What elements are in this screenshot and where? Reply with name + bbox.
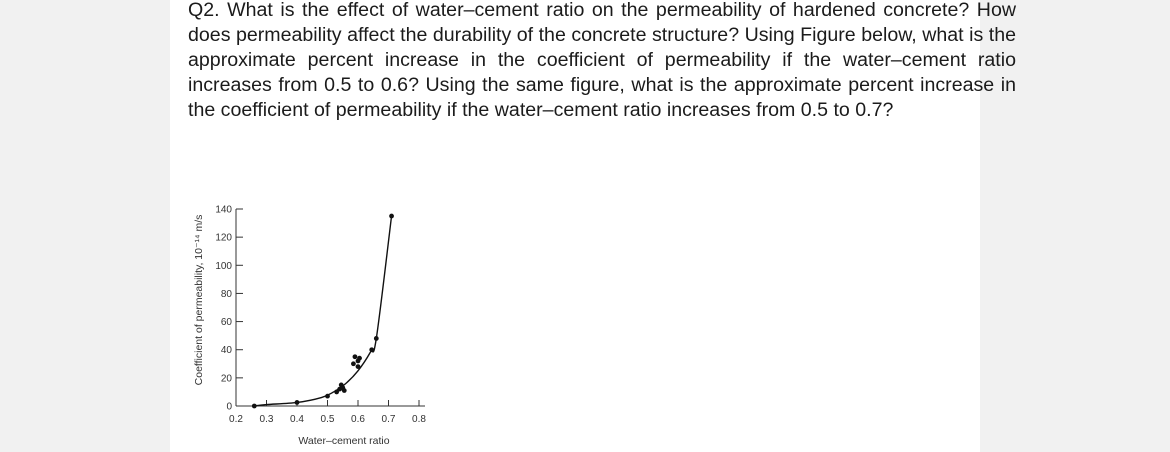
y-tick-label: 20 [221, 373, 233, 384]
data-point [251, 403, 257, 409]
y-tick-label: 100 [215, 261, 232, 272]
y-axis: 0 20 40 60 80 100 120 140 [215, 205, 243, 413]
y-tick-label: 80 [221, 289, 233, 300]
data-point [355, 364, 361, 369]
point-layer [251, 213, 394, 409]
data-point [341, 388, 347, 393]
data-point [389, 213, 394, 219]
permeability-curve [254, 215, 393, 407]
y-tick-label: 60 [221, 317, 233, 328]
y-tick-label: 140 [215, 205, 232, 216]
permeability-figure: 0 20 40 60 80 100 120 140 0.2 0.3 0.4 0.5 0.6 0.7 0.8… [190, 170, 510, 452]
x-tick-label: 0.7 [382, 414, 396, 425]
x-tick-label: 0.4 [290, 414, 304, 425]
x-tick-label: 0.8 [412, 414, 426, 425]
data-point [352, 354, 358, 360]
x-tick-label: 0.5 [321, 414, 335, 425]
data-point [369, 347, 375, 353]
data-point [351, 361, 356, 367]
y-tick-label: 120 [215, 233, 232, 244]
y-axis-title: Coefficient of permeability, 10⁻¹⁴ m/s [193, 215, 205, 386]
y-tick-label: 40 [221, 345, 233, 356]
data-point [294, 400, 300, 405]
curve-layer [254, 215, 393, 407]
y-tick-label: 0 [226, 402, 232, 413]
document-page: Q2. What is the effect of water–cement r… [170, 0, 1016, 452]
data-point [334, 389, 340, 395]
question-text: Q2. What is the effect of water–cement r… [188, 0, 1016, 121]
permeability-chart: 0 20 40 60 80 100 120 140 0.2 0.3 0.4 0.5 0.6 0.7 0.8… [193, 205, 426, 448]
x-tick-label: 0.3 [260, 414, 274, 425]
data-point [373, 336, 379, 341]
x-axis: 0.2 0.3 0.4 0.5 0.6 0.7 0.8 [229, 400, 426, 425]
data-point [325, 393, 330, 399]
data-point [357, 355, 362, 361]
x-tick-label: 0.6 [351, 414, 365, 425]
x-tick-label: 0.2 [229, 414, 243, 425]
x-axis-title: Water–cement ratio [298, 435, 389, 447]
